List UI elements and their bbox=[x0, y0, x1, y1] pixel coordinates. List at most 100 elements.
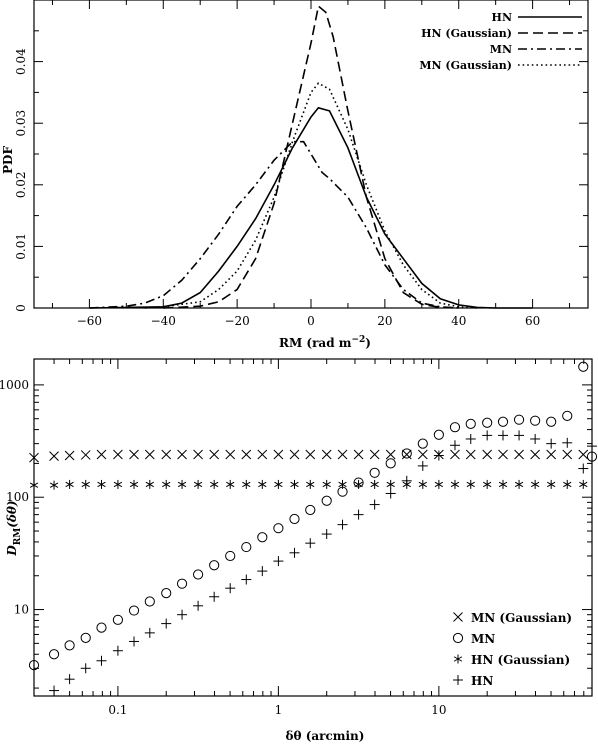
sf-marker-plus bbox=[465, 433, 476, 444]
pdf-ticks: −60 −40 −20 0 20 40 60 0 0.01 0.02 0.03 0.04 bbox=[14, 0, 588, 328]
sf-marker-plus bbox=[273, 556, 284, 567]
sf-marker-stroke bbox=[305, 449, 316, 460]
sf-marker-asterisk bbox=[354, 479, 363, 489]
sf-marker-plus bbox=[96, 655, 107, 666]
sf-marker-x bbox=[113, 449, 123, 460]
sf-marker-circle bbox=[209, 560, 220, 571]
sf-marker-stroke bbox=[514, 481, 524, 488]
sf-marker-asterisk bbox=[97, 479, 106, 489]
sf-marker-plus bbox=[337, 519, 348, 530]
sf-marker-plus bbox=[530, 433, 541, 444]
sf-marker-x bbox=[257, 449, 268, 460]
sf-marker-asterisk bbox=[129, 479, 139, 489]
sf-marker-stroke bbox=[129, 481, 139, 488]
sf-legend-label: MN (Gaussian) bbox=[471, 611, 572, 625]
sf-marker-asterisk bbox=[193, 479, 203, 489]
sf-x-tick-label: 0.1 bbox=[108, 703, 127, 717]
sf-y-tick-label: 1000 bbox=[0, 378, 29, 392]
sf-marker-stroke bbox=[434, 481, 444, 488]
pdf-x-tick-label: 40 bbox=[451, 314, 466, 328]
sf-marker-x bbox=[498, 449, 508, 460]
sf-marker-circle bbox=[369, 467, 380, 478]
sf-marker-asterisk bbox=[434, 479, 444, 489]
sf-marker-stroke bbox=[337, 449, 348, 460]
sf-marker-asterisk bbox=[530, 479, 540, 489]
sf-marker-stroke bbox=[453, 612, 463, 622]
sf-marker-stroke bbox=[322, 481, 331, 488]
sf-marker-circle bbox=[241, 541, 252, 553]
sf-marker-stroke bbox=[353, 449, 364, 460]
sf-marker-plus bbox=[385, 488, 396, 499]
sf-marker-plus bbox=[161, 618, 172, 629]
sf-marker-circle bbox=[257, 532, 268, 543]
sf-marker-plus bbox=[453, 675, 463, 685]
sf-marker-plus bbox=[401, 475, 412, 486]
sf-marker-asterisk bbox=[498, 479, 508, 489]
sf-marker-stroke bbox=[547, 481, 556, 488]
sf-marker-plus bbox=[546, 438, 557, 449]
pdf-x-axis-label-close: ) bbox=[365, 336, 371, 350]
sf-marker-plus bbox=[177, 609, 188, 620]
sf-marker-circle bbox=[482, 417, 493, 428]
sf-marker-circle bbox=[433, 429, 444, 440]
sf-legend-label: HN bbox=[471, 674, 493, 688]
sf-marker-stroke bbox=[289, 449, 300, 460]
sf-marker-asterisk bbox=[514, 479, 524, 489]
sf-marker-stroke bbox=[385, 449, 396, 460]
sf-marker-circle bbox=[144, 596, 155, 607]
sf-marker-plus bbox=[514, 430, 525, 441]
sf-marker-stroke bbox=[498, 481, 508, 488]
sf-marker-stroke bbox=[162, 481, 171, 488]
sf-marker-stroke bbox=[129, 449, 139, 460]
sf-marker-x bbox=[177, 449, 187, 460]
sf-marker-asterisk bbox=[563, 479, 572, 489]
structure-function-panel: 0.1 1 10 10 100 1000 DRM(δθ) δθ (arcmin) MN (… bbox=[0, 358, 598, 743]
sf-marker-circle bbox=[321, 495, 332, 506]
sf-marker-stroke bbox=[144, 449, 155, 460]
sf-marker-stroke bbox=[466, 481, 475, 488]
sf-marker-x bbox=[305, 449, 316, 460]
sf-marker-plus bbox=[225, 583, 236, 594]
sf-marker-plus bbox=[80, 663, 91, 674]
sf-marker-plus bbox=[257, 566, 268, 577]
sf-marker-stroke bbox=[161, 449, 172, 460]
sf-marker-stroke bbox=[386, 481, 395, 488]
sf-marker-x bbox=[337, 449, 348, 460]
sf-marker-stroke bbox=[97, 481, 106, 488]
sf-marker-plus bbox=[482, 430, 493, 441]
sf-marker-circle bbox=[452, 632, 464, 644]
sf-marker-asterisk bbox=[113, 479, 123, 489]
sf-marker-stroke bbox=[113, 449, 123, 460]
sf-marker-circle bbox=[530, 415, 541, 426]
pdf-x-tick-label: −40 bbox=[151, 314, 176, 328]
sf-marker-stroke bbox=[482, 449, 493, 460]
sf-marker-plus bbox=[498, 430, 509, 441]
sf-marker-stroke bbox=[210, 481, 219, 488]
sf-marker-asterisk bbox=[49, 480, 59, 490]
sf-marker-circle bbox=[289, 513, 300, 525]
sf-marker-circle bbox=[305, 504, 316, 516]
sf-x-tick-label: 10 bbox=[431, 703, 446, 717]
sf-marker-stroke bbox=[29, 482, 39, 488]
sf-marker-x bbox=[385, 449, 396, 460]
sf-marker-circle bbox=[497, 416, 509, 427]
sf-marker-x bbox=[417, 449, 428, 460]
sf-marker-stroke bbox=[418, 481, 427, 488]
sf-marker-asterisk bbox=[29, 480, 39, 490]
pdf-legend-label: MN (Gaussian) bbox=[419, 59, 512, 72]
sf-marker-asterisk bbox=[242, 479, 251, 489]
sf-marker-x bbox=[80, 450, 91, 460]
sf-marker-circle bbox=[562, 410, 573, 421]
sf-marker-x bbox=[193, 449, 203, 460]
sf-marker-stroke bbox=[354, 481, 363, 488]
sf-markers bbox=[28, 361, 598, 696]
sf-marker-circle bbox=[586, 451, 598, 462]
sf-marker-x bbox=[562, 449, 573, 460]
sf-marker-asterisk bbox=[483, 479, 492, 489]
sf-marker-stroke bbox=[453, 656, 463, 662]
sf-marker-x bbox=[546, 449, 557, 460]
sf-marker-asterisk bbox=[338, 479, 347, 489]
sf-marker-plus bbox=[433, 450, 444, 461]
sf-legend: MN (Gaussian) MN HN (Gaussian) HN bbox=[452, 611, 572, 688]
